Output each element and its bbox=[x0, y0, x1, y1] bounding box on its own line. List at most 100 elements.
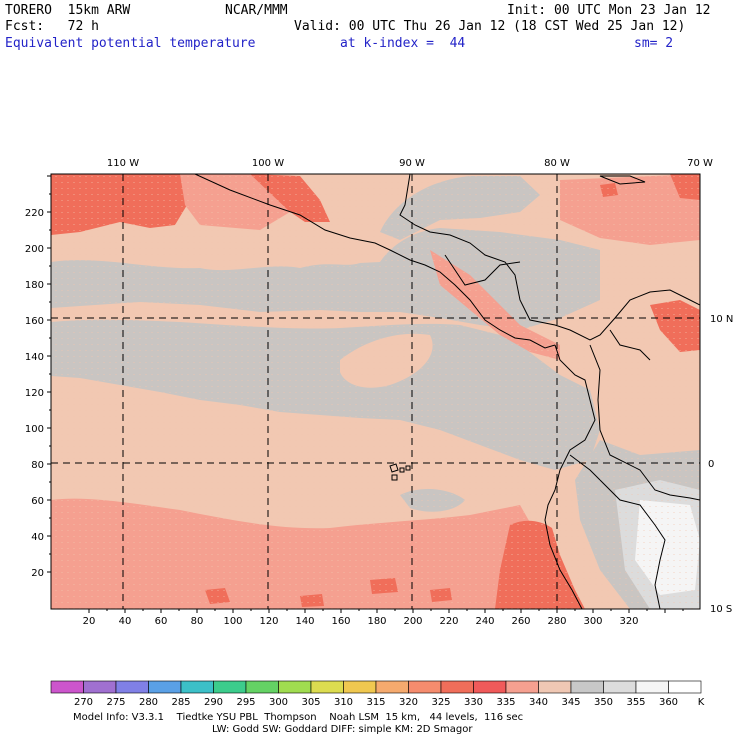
colorbar-label: 325 bbox=[431, 697, 450, 708]
colorbar-swatch bbox=[440, 680, 474, 694]
x-tick: 20 bbox=[83, 616, 96, 627]
colorbar-label: 275 bbox=[106, 697, 125, 708]
lat-label: 10 S bbox=[710, 604, 732, 615]
colorbar-label: 290 bbox=[204, 697, 223, 708]
field-texture bbox=[51, 174, 700, 609]
y-tick: 200 bbox=[25, 244, 44, 255]
y-tick: 40 bbox=[31, 532, 44, 543]
model-info-line2: LW: Godd SW: Goddard DIFF: simple KM: 2D… bbox=[212, 724, 473, 735]
x-tick: 320 bbox=[619, 616, 638, 627]
x-tick: 200 bbox=[403, 616, 422, 627]
axis-ticks bbox=[47, 175, 684, 613]
coastline-caribbean-central bbox=[399, 174, 700, 341]
y-tick: 120 bbox=[25, 388, 44, 399]
colorbar-swatch bbox=[83, 680, 117, 694]
field-name: Equivalent potential temperature bbox=[5, 36, 256, 51]
colorbar: 270 275 280 285 290 295 300 305 310 315 320 325 330 3… bbox=[50, 680, 705, 708]
colorbar-swatch bbox=[278, 680, 312, 694]
longitude-labels: 110 W 100 W 90 W 80 W 70 W bbox=[107, 158, 713, 169]
colorbar-label: 335 bbox=[496, 697, 515, 708]
border-inland bbox=[444, 254, 651, 481]
theta-e-field bbox=[51, 174, 700, 609]
lon-label: 70 W bbox=[687, 158, 713, 169]
valid-time: Valid: 00 UTC Thu 26 Jan 12 (18 CST Wed … bbox=[294, 19, 686, 34]
colorbar-swatch bbox=[570, 680, 604, 694]
colorbar-swatch bbox=[603, 680, 637, 694]
cuba-outline bbox=[599, 175, 646, 185]
lat-label: 10 N bbox=[710, 314, 733, 325]
x-tick: 180 bbox=[367, 616, 386, 627]
colorbar-label: 305 bbox=[301, 697, 320, 708]
x-tick: 280 bbox=[547, 616, 566, 627]
y-tick: 220 bbox=[25, 208, 44, 219]
x-tick: 220 bbox=[439, 616, 458, 627]
y-tick: 20 bbox=[31, 568, 44, 579]
colorbar-label: 270 bbox=[74, 697, 93, 708]
colorbar-swatch bbox=[310, 680, 344, 694]
x-tick: 120 bbox=[259, 616, 278, 627]
colorbar-swatch bbox=[408, 680, 442, 694]
colorbar-swatch bbox=[245, 680, 279, 694]
level-index: at k-index = 44 bbox=[340, 36, 466, 51]
x-tick: 300 bbox=[583, 616, 602, 627]
coastline-south-america-west bbox=[544, 344, 596, 609]
colorbar-swatch bbox=[538, 680, 572, 694]
colorbar-label: 345 bbox=[561, 697, 580, 708]
model-info-line1: Model Info: V3.3.1 Tiedtke YSU PBL Thomp… bbox=[73, 712, 524, 723]
center-name: NCAR/MMM bbox=[225, 3, 288, 18]
colorbar-swatch bbox=[343, 680, 377, 694]
x-tick: 160 bbox=[331, 616, 350, 627]
border-andes-east bbox=[589, 344, 700, 501]
forecast-hour: Fcst: 72 h bbox=[5, 19, 99, 34]
lon-label: 100 W bbox=[252, 158, 284, 169]
colorbar-label: 285 bbox=[171, 697, 190, 708]
colorbar-label: 280 bbox=[139, 697, 158, 708]
x-tick: 40 bbox=[119, 616, 132, 627]
init-time: Init: 00 UTC Mon 23 Jan 12 bbox=[507, 3, 711, 18]
latitude-labels: 10 N 0 10 S bbox=[708, 314, 733, 615]
x-tick: 80 bbox=[191, 616, 204, 627]
colorbar-swatch bbox=[375, 680, 409, 694]
colorbar-label: 295 bbox=[236, 697, 255, 708]
colorbar-swatch bbox=[635, 680, 669, 694]
smoothing: sm= 2 bbox=[634, 36, 674, 51]
coastlines bbox=[194, 174, 700, 609]
y-tick: 100 bbox=[25, 424, 44, 435]
colorbar-label: 350 bbox=[594, 697, 613, 708]
colorbar-label: 320 bbox=[399, 697, 418, 708]
y-tick: 80 bbox=[31, 460, 44, 471]
y-tick: 60 bbox=[31, 496, 44, 507]
border-peru-brazil bbox=[599, 479, 666, 609]
x-tick: 140 bbox=[295, 616, 314, 627]
galapagos-islands bbox=[389, 463, 411, 481]
colorbar-swatch bbox=[668, 680, 702, 694]
colorbar-swatch bbox=[180, 680, 214, 694]
colorbar-swatch bbox=[505, 680, 539, 694]
y-tick: 180 bbox=[25, 280, 44, 291]
colorbar-label: 360 bbox=[659, 697, 678, 708]
coastline-mexico bbox=[194, 174, 556, 349]
colorbar-unit: K bbox=[698, 697, 705, 708]
lon-label: 90 W bbox=[399, 158, 425, 169]
lat-label: 0 bbox=[708, 459, 714, 470]
x-tick: 100 bbox=[223, 616, 242, 627]
x-tick-labels: 20 40 60 80 100 120 140 160 180 200 220 … bbox=[83, 616, 639, 627]
colorbar-swatch bbox=[473, 680, 507, 694]
y-tick-labels: 20 40 60 80 100 120 140 160 180 200 220 bbox=[25, 208, 44, 579]
x-tick: 260 bbox=[511, 616, 530, 627]
colorbar-label: 315 bbox=[366, 697, 385, 708]
colorbar-swatch bbox=[213, 680, 247, 694]
colorbar-label: 355 bbox=[626, 697, 645, 708]
model-name: TORERO 15km ARW bbox=[5, 3, 131, 18]
colorbar-swatch bbox=[115, 680, 149, 694]
x-tick: 60 bbox=[155, 616, 168, 627]
colorbar-swatch bbox=[148, 680, 182, 694]
y-tick: 160 bbox=[25, 316, 44, 327]
y-tick: 140 bbox=[25, 352, 44, 363]
colorbar-label: 330 bbox=[464, 697, 483, 708]
colorbar-label: 340 bbox=[529, 697, 548, 708]
colorbar-swatch bbox=[50, 680, 84, 694]
colorbar-label: 310 bbox=[334, 697, 353, 708]
x-tick: 240 bbox=[475, 616, 494, 627]
